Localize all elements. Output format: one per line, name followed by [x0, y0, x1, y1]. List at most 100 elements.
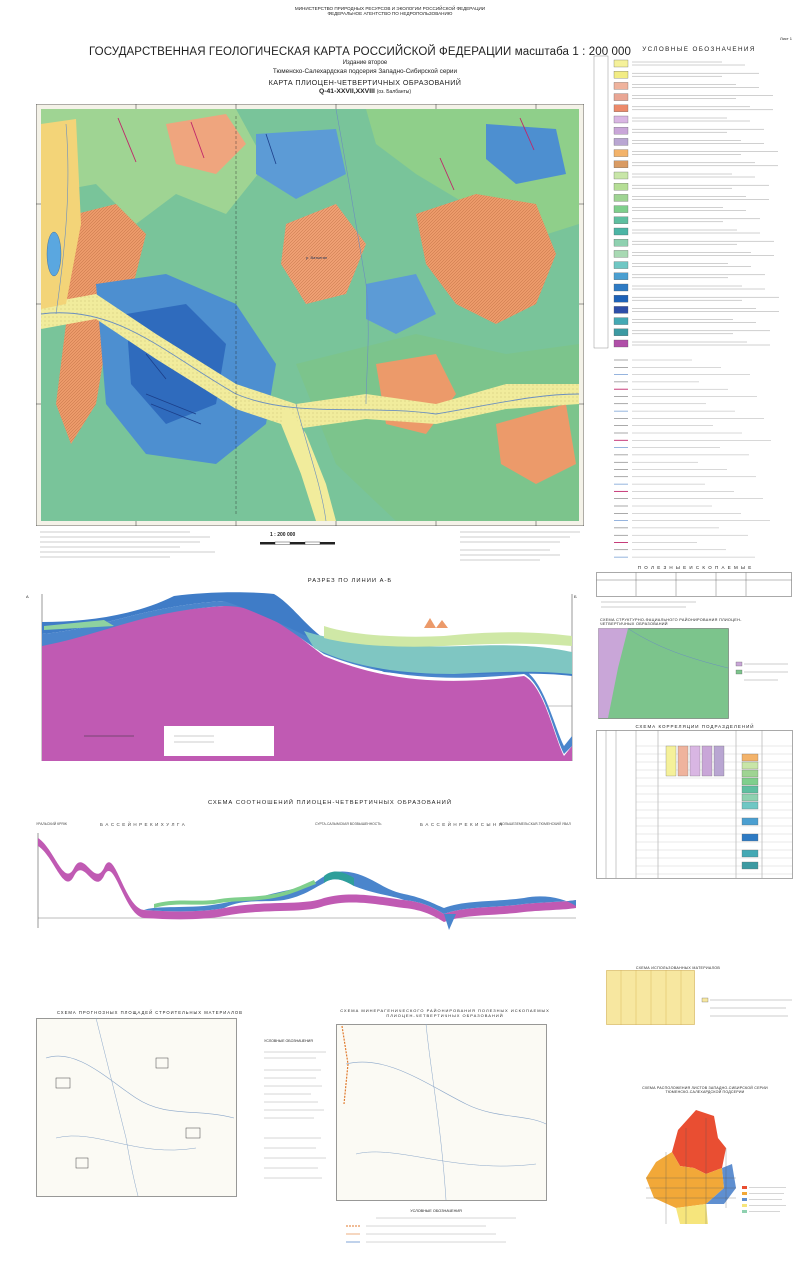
- ministry-text: МИНИСТЕРСТВО ПРИРОДНЫХ РЕСУРСОВ И ЭКОЛОГ…: [294, 6, 486, 11]
- legend-swatch: [613, 295, 629, 303]
- ridge-1-label: УРАЛЬСКИЙ КРЯЖ: [36, 822, 67, 826]
- section-green-left: [44, 620, 114, 630]
- correlation-cell: [741, 849, 759, 858]
- frame-ticks: [36, 104, 584, 526]
- legend-swatch: [613, 104, 629, 112]
- legend-title: УСЛОВНЫЕ ОБОЗНАЧЕНИЯ: [642, 46, 756, 53]
- section-green-layer: [324, 626, 572, 647]
- agency-text: ФЕДЕРАЛЬНОЕ АГЕНТСТВО ПО НЕДРОПОЛЬЗОВАНИ…: [327, 11, 453, 17]
- map-notes-left: [40, 531, 215, 558]
- scheme-purple-band: [38, 838, 576, 922]
- lineament-2: [150, 403, 202, 425]
- legend-swatch: [613, 171, 629, 180]
- correlation-cell: [741, 761, 759, 770]
- basin-2-label: Б А С С Е Й Н Р Е К И С Ы Н Я: [420, 822, 503, 827]
- unit-blue-center: [366, 274, 436, 334]
- profile-title: РАЗРЕЗ ПО ЛИНИИ А-Б: [307, 578, 393, 584]
- bottom-mid-legend-title: УСЛОВНЫЕ ОБОЗНАЧЕНИЯ: [410, 1209, 462, 1213]
- correlation-cell: [677, 745, 689, 777]
- correlation-cell: [713, 745, 725, 777]
- bottom-mid-title: СХЕМА МИНЕРАГЕНИЧЕСКОГО РАЙОНИРОВАНИЯ ПО…: [340, 1008, 550, 1018]
- correlation-cell: [741, 785, 759, 794]
- correlation-cell: [741, 753, 759, 762]
- correlation-cell: [741, 833, 759, 842]
- structural-zone-west: [598, 628, 628, 718]
- fault-line-3: [439, 157, 455, 191]
- scheme-title: СХЕМА СООТНОШЕНИЙ ПЛИОЦЕН-ЧЕТВЕРТИЧНЫХ О…: [207, 800, 452, 806]
- geologic-map[interactable]: р. Ватьеган: [36, 104, 584, 526]
- correlation-cell: [689, 745, 701, 777]
- edition-text: Издание второе: [342, 60, 388, 66]
- correlation-table: [596, 730, 793, 879]
- unit-floodplain-dots: [41, 294, 579, 429]
- legend-swatch: [613, 82, 629, 90]
- legend-swatch: [613, 127, 629, 135]
- section-label-a: А: [26, 594, 29, 599]
- header-ministry: МИНИСТЕРСТВО ПРИРОДНЫХ РЕСУРСОВ И ЭКОЛОГ…: [210, 6, 570, 16]
- used-materials-scheme: [606, 970, 792, 1025]
- sheet-number: Лист 1: [779, 36, 792, 41]
- section-purple-base: [42, 605, 572, 761]
- minerals-title: П О Л Е З Н Ы Е И С К О П А Е М Ы Е: [637, 565, 753, 570]
- lineament-3: [265, 133, 277, 165]
- sheet-suffix: (оз. Балбанты): [376, 89, 412, 95]
- structural-scheme: [598, 628, 788, 719]
- river-north: [335, 108, 369, 405]
- unit-blue-ne: [486, 124, 566, 184]
- legend-swatch: [613, 160, 629, 168]
- correlation-cell: [741, 817, 759, 826]
- bottom-left-legend-title: УСЛОВНЫЕ ОБОЗНАЧЕНИЯ: [264, 1039, 313, 1043]
- correlation-cell: [741, 801, 759, 810]
- legend-swatch: [613, 283, 629, 292]
- legend-swatch: [613, 261, 629, 269]
- unit-floodplain-south: [281, 404, 336, 521]
- section-label-b: Б: [574, 594, 577, 599]
- map-name: КАРТА ПЛИОЦЕН-ЧЕТВЕРТИЧНЫХ ОБРАЗОВАНИЙ: [268, 78, 462, 87]
- section-teal-layer: [304, 631, 572, 674]
- lineament-4: [145, 353, 167, 380]
- correlation-cell: [665, 745, 677, 777]
- river-label: р. Ватьеган: [306, 255, 327, 260]
- lineament-1: [145, 393, 197, 415]
- sheet-code-text: Q-41-XXVII,XXVIII: [318, 88, 375, 95]
- legend-swatch: [613, 71, 629, 79]
- scale-bar: [260, 541, 335, 545]
- legend-swatch: [613, 138, 629, 146]
- sheet-code: Q-41-XXVII,XXVIII (оз. Балбанты): [200, 88, 530, 95]
- legend-panel: [593, 55, 779, 558]
- unit-orange-east-hatch: [416, 194, 556, 324]
- correlation-cell: [741, 861, 759, 870]
- river-main: [40, 312, 580, 415]
- scheme-blue-band: [144, 871, 576, 914]
- lake: [46, 231, 62, 277]
- section-orange-hills: [424, 618, 448, 628]
- minerals-table: [596, 572, 792, 608]
- map-scale: 1 : 200 000: [270, 532, 296, 538]
- legend-swatch: [613, 194, 629, 202]
- basin-1-label: Б А С С Е Й Н Р Е К И Х У Л Г А: [100, 822, 186, 827]
- unit-orange-center-hatch: [281, 204, 366, 304]
- legend-swatch: [613, 183, 629, 191]
- correlation-cell: [741, 777, 759, 786]
- correlation-cell: [741, 769, 759, 778]
- legend-swatch: [613, 115, 629, 124]
- legend-swatch: [613, 239, 629, 247]
- legend-swatch: [613, 227, 629, 236]
- placement-zone-orange: [646, 1152, 724, 1208]
- scheme-teal-core: [324, 871, 354, 886]
- correlation-cell: [701, 745, 713, 777]
- legend-swatch: [613, 272, 629, 280]
- placement-zone-yellow: [676, 1204, 708, 1224]
- ridge-2-label: СУРТА-САЛЫМСКАЯ ВОЗВЫШЕННОСТЬ: [315, 822, 382, 826]
- placement-zone-red: [672, 1110, 726, 1174]
- unit-orange-north: [166, 114, 246, 174]
- map-notes-right: [460, 531, 580, 561]
- legend-swatch: [613, 149, 629, 157]
- relationship-scheme: [37, 833, 576, 930]
- placement-scheme: [646, 1110, 786, 1224]
- legend-swatch: [613, 205, 629, 213]
- legend-swatch: [613, 306, 629, 314]
- scheme-green-band: [154, 880, 316, 908]
- minerageny-scheme: УСЛОВНЫЕ ОБОЗНАЧЕНИЯ: [336, 1024, 547, 1243]
- page-title: ГОСУДАРСТВЕННАЯ ГЕОЛОГИЧЕСКАЯ КАРТА РОСС…: [89, 46, 631, 58]
